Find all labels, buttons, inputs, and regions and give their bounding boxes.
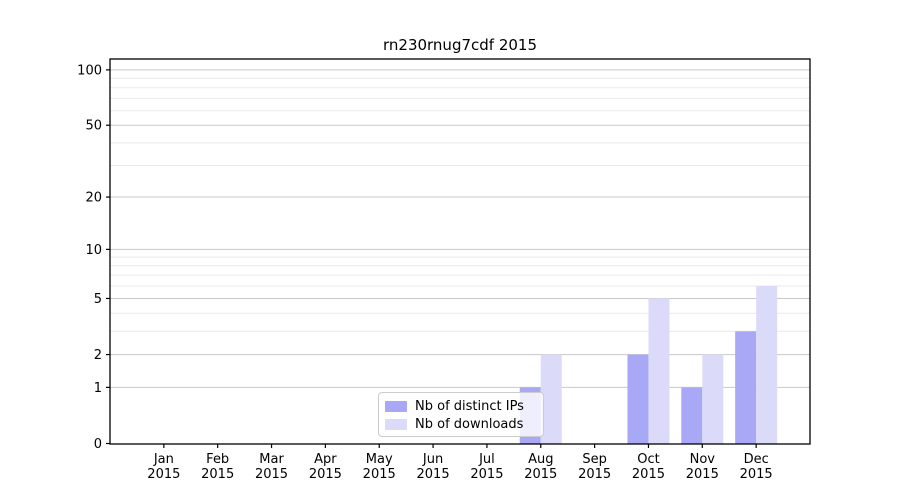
x-tick-label-year: 2015 xyxy=(578,467,611,482)
x-tick-label-month: Jan xyxy=(153,452,174,467)
bar-distinct-ips xyxy=(681,387,703,444)
legend-swatch-distinct-ips xyxy=(385,400,407,412)
bar-distinct-ips xyxy=(735,331,757,444)
x-tick-label-month: Nov xyxy=(690,452,716,467)
bar-downloads xyxy=(702,354,724,444)
x-tick-label-month: Oct xyxy=(637,452,659,467)
chart-title: rn230rnug7cdf 2015 xyxy=(382,36,537,54)
legend-row-distinct-ips: Nb of distinct IPs xyxy=(385,398,535,414)
x-tick-label-month: Feb xyxy=(206,452,229,467)
x-tick-label-year: 2015 xyxy=(740,467,773,482)
legend-swatch-downloads xyxy=(385,418,407,430)
x-tick-label-month: Jun xyxy=(422,452,443,467)
legend-label-downloads: Nb of downloads xyxy=(415,416,524,432)
legend-label-distinct-ips: Nb of distinct IPs xyxy=(415,398,524,414)
y-tick-label: 5 xyxy=(94,292,102,307)
bar-distinct-ips xyxy=(627,354,649,444)
legend-row-downloads: Nb of downloads xyxy=(385,416,535,432)
x-tick-label-year: 2015 xyxy=(417,467,450,482)
y-tick-label: 50 xyxy=(85,119,102,134)
x-tick-label-year: 2015 xyxy=(363,467,396,482)
x-tick-label-year: 2015 xyxy=(147,467,180,482)
x-tick-label-year: 2015 xyxy=(632,467,665,482)
y-tick-label: 2 xyxy=(94,348,102,363)
x-tick-label-month: Jul xyxy=(478,452,495,467)
x-tick-label-month: Sep xyxy=(582,452,607,467)
bar-downloads xyxy=(648,298,670,444)
bar-downloads xyxy=(756,285,778,444)
x-tick-label-month: Aug xyxy=(528,452,553,467)
x-tick-label-month: May xyxy=(366,452,393,467)
x-tick-label-year: 2015 xyxy=(470,467,503,482)
axes-frame xyxy=(109,58,811,445)
y-tick-label: 20 xyxy=(85,191,102,206)
legend: Nb of distinct IPs Nb of downloads xyxy=(378,392,544,437)
x-tick-label-year: 2015 xyxy=(201,467,234,482)
y-tick-label: 0 xyxy=(94,437,102,452)
y-tick-label: 1 xyxy=(94,381,102,396)
y-tick-label: 100 xyxy=(77,63,102,78)
y-tick-label: 10 xyxy=(85,243,102,258)
x-tick-label-year: 2015 xyxy=(524,467,557,482)
bar-downloads xyxy=(540,354,562,444)
x-tick-label-month: Mar xyxy=(259,452,284,467)
x-tick-label-year: 2015 xyxy=(686,467,719,482)
x-tick-label-year: 2015 xyxy=(255,467,288,482)
x-tick-label-month: Dec xyxy=(744,452,769,467)
x-tick-label-year: 2015 xyxy=(309,467,342,482)
x-tick-label-month: Apr xyxy=(314,452,337,467)
